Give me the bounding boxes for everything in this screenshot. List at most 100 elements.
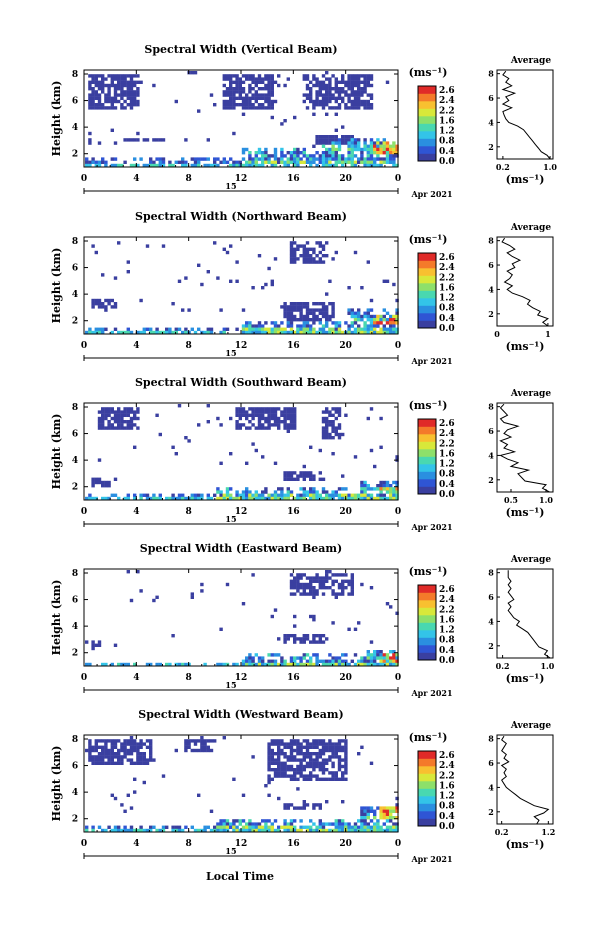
- colorbar-label: 0.8: [439, 802, 455, 812]
- panel-5: Spectral Width (Westward Beam) 2 4 6 8 Height…: [50, 708, 555, 864]
- y-tick-label: 2: [72, 483, 78, 493]
- average-title: Average: [510, 223, 551, 233]
- colorbar-label: 0.4: [439, 480, 455, 490]
- colorbar-swatch: [418, 456, 436, 465]
- x-tick-label: 0: [81, 174, 87, 184]
- y-tick-label: 8: [72, 403, 78, 413]
- x-tick-label: 16: [287, 174, 300, 184]
- colorbar-label: 1.6: [439, 781, 455, 791]
- colorbar-swatch: [418, 585, 436, 593]
- colorbar-swatch: [418, 773, 436, 782]
- colorbar-swatch: [418, 441, 436, 450]
- colorbar-frame: [417, 252, 437, 329]
- x-tick-label: 0: [81, 839, 87, 849]
- avg-y-tick-label: 6: [488, 260, 494, 270]
- average-title: Average: [510, 555, 551, 565]
- colorbar-label: 1.6: [439, 615, 455, 625]
- colorbar-swatch: [418, 479, 436, 487]
- avg-y-tick-label: 2: [488, 142, 494, 152]
- x-tick-label: 12: [235, 341, 248, 351]
- avg-x-tick-label: 1.2: [541, 827, 555, 837]
- colorbar-swatch: [418, 108, 436, 117]
- month-label: Apr 2021: [410, 189, 452, 199]
- colorbar-frame: [417, 85, 437, 162]
- y-tick-label: 2: [72, 317, 78, 327]
- colorbar-swatch: [418, 275, 436, 284]
- panel-title: Spectral Width (Southward Beam): [135, 376, 347, 389]
- colorbar-unit: (ms⁻¹): [409, 731, 448, 744]
- heatmap-cells: [85, 241, 399, 335]
- colorbar-swatch: [418, 615, 436, 623]
- colorbar-swatch: [418, 283, 436, 291]
- average-title: Average: [510, 56, 551, 66]
- avg-y-tick-label: 4: [488, 117, 494, 127]
- x-tick-label: 12: [235, 507, 248, 517]
- colorbar-unit: (ms⁻¹): [409, 233, 448, 246]
- colorbar-swatch: [418, 486, 436, 495]
- y-axis-label: Height (km): [50, 81, 63, 157]
- colorbar-swatch: [418, 101, 436, 109]
- x-tick-label: 20: [339, 341, 352, 351]
- avg-x-axis-label: (ms⁻¹): [506, 173, 545, 186]
- y-tick-label: 2: [72, 649, 78, 659]
- colorbar-swatch: [418, 592, 436, 601]
- colorbar-swatch: [418, 645, 436, 653]
- panel-title: Spectral Width (Westward Beam): [138, 708, 343, 721]
- avg-y-tick-label: 6: [488, 426, 494, 436]
- x-tick-label: 20: [339, 673, 352, 683]
- avg-y-tick-label: 4: [488, 450, 494, 460]
- avg-y-tick-label: 8: [488, 734, 494, 744]
- average-frame: [496, 69, 554, 160]
- y-tick-label: 8: [72, 70, 78, 80]
- y-tick-label: 4: [72, 290, 78, 300]
- average-profile-line: [499, 403, 550, 493]
- colorbar-swatch: [418, 123, 436, 132]
- colorbar-label: 2.4: [439, 96, 455, 106]
- x-tick-label: 0: [81, 507, 87, 517]
- avg-x-axis-label: (ms⁻¹): [506, 340, 545, 353]
- colorbar-label: 0.4: [439, 314, 455, 324]
- avg-x-tick-label: 1: [545, 329, 551, 339]
- y-axis-label: Height (km): [50, 746, 63, 822]
- y-tick-label: 6: [72, 430, 78, 440]
- y-tick-label: 4: [72, 123, 78, 133]
- day-label: 15: [225, 181, 236, 191]
- colorbar-swatch: [418, 818, 436, 827]
- colorbar-label: 0.8: [439, 137, 455, 147]
- panel-2: Spectral Width (Northward Beam) 2 4 6 8 Heigh…: [50, 210, 554, 366]
- month-label: Apr 2021: [410, 356, 452, 366]
- y-axis-label: Height (km): [50, 414, 63, 490]
- colorbar-swatch: [418, 260, 436, 269]
- y-tick-label: 8: [72, 569, 78, 579]
- y-tick-label: 6: [72, 762, 78, 772]
- colorbar-label: 1.2: [439, 626, 455, 636]
- colorbar-label: 2.2: [439, 439, 455, 449]
- day-label: 15: [225, 680, 236, 690]
- y-tick-label: 8: [72, 735, 78, 745]
- colorbar-swatch: [418, 305, 436, 314]
- avg-y-tick-label: 2: [488, 309, 494, 319]
- y-tick-label: 4: [72, 622, 78, 632]
- x-tick-label: 4: [133, 673, 139, 683]
- y-axis-label: Height (km): [50, 580, 63, 656]
- x-tick-label: 8: [186, 839, 192, 849]
- colorbar-label: 2.2: [439, 771, 455, 781]
- avg-x-tick-label: 0.2: [496, 661, 510, 671]
- colorbar-label: 0.0: [439, 157, 455, 167]
- colorbar-unit: (ms⁻¹): [409, 66, 448, 79]
- colorbar-label: 2.6: [439, 751, 455, 761]
- x-tick-label: 20: [339, 507, 352, 517]
- colorbar-swatch: [418, 138, 436, 147]
- x-tick-label: 12: [235, 839, 248, 849]
- avg-x-axis-label: (ms⁻¹): [506, 506, 545, 519]
- panel-3: Spectral Width (Southward Beam) 2 4 6 8 Heigh…: [50, 376, 554, 532]
- average-frame: [496, 236, 554, 327]
- colorbar-frame: [417, 584, 437, 661]
- colorbar-label: 2.4: [439, 263, 455, 273]
- colorbar-label: 2.6: [439, 585, 455, 595]
- average-title: Average: [510, 721, 551, 731]
- y-tick-label: 4: [72, 456, 78, 466]
- colorbar-label: 0.0: [439, 490, 455, 500]
- average-profile-line: [507, 570, 551, 659]
- panel-title: Spectral Width (Northward Beam): [135, 210, 347, 223]
